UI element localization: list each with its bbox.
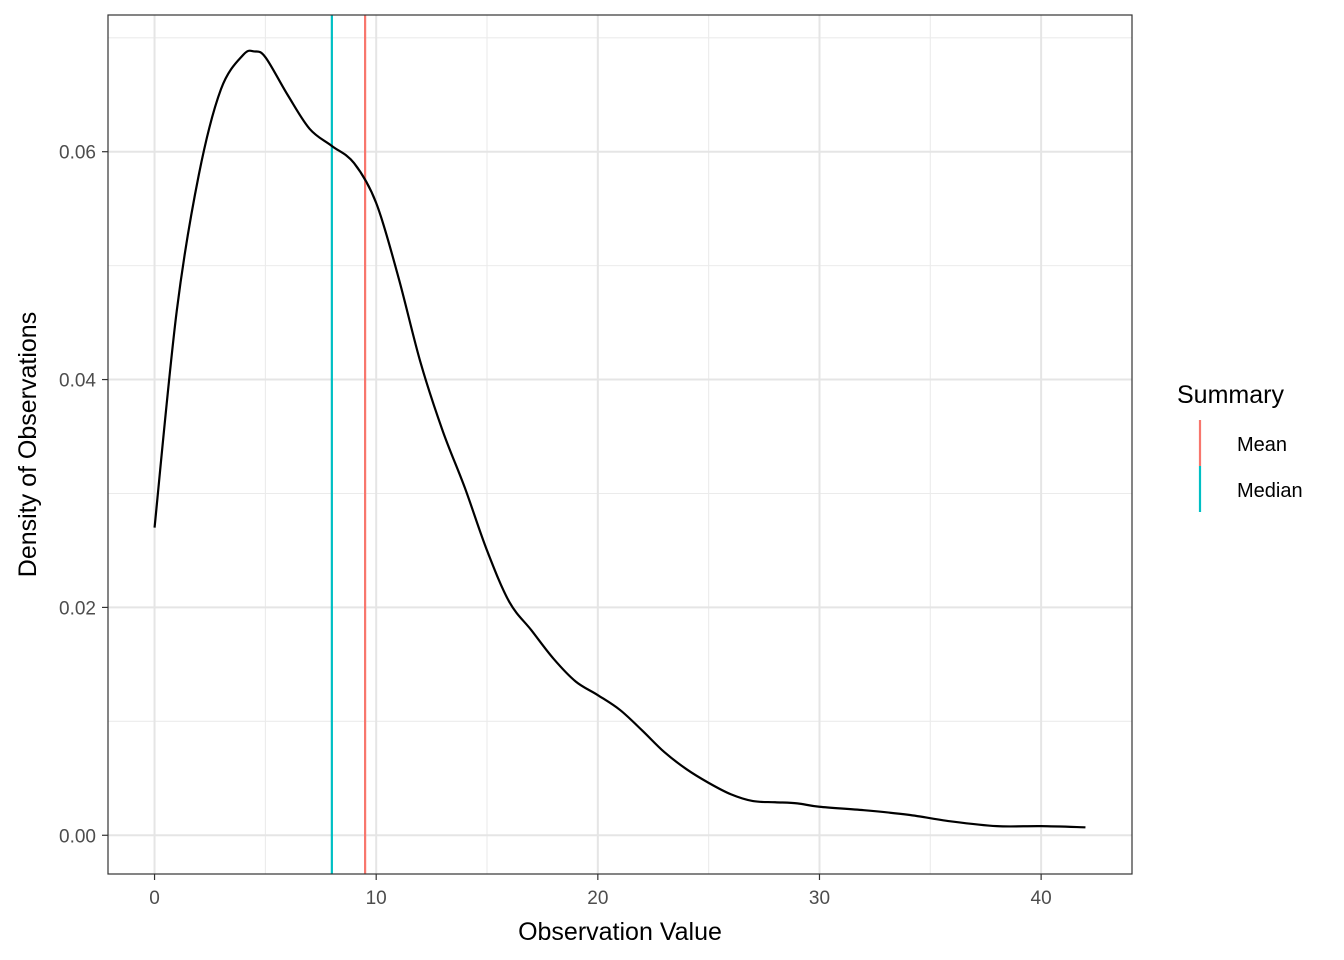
x-tick-label: 10 — [366, 888, 387, 909]
legend: Summary Mean Median — [1177, 381, 1303, 512]
major-gridlines — [108, 15, 1132, 874]
x-axis: 0 10 20 30 40 — [149, 874, 1052, 909]
density-curve — [153, 49, 1086, 829]
legend-entries: Mean Median — [1198, 420, 1303, 512]
x-tick-label: 20 — [587, 888, 608, 909]
y-tick-label: 0.02 — [59, 598, 96, 619]
reference-lines — [330, 15, 367, 874]
minor-gridlines — [108, 15, 1132, 874]
x-tick-label: 30 — [809, 888, 830, 909]
x-tick-label: 0 — [149, 888, 160, 909]
x-axis-title: Observation Value — [518, 918, 722, 946]
y-tick-label: 0.06 — [59, 143, 96, 164]
mean-legend-label: Mean — [1237, 434, 1287, 456]
plot-panel — [107, 14, 1133, 875]
median-legend-label: Median — [1237, 480, 1303, 502]
y-tick-label: 0.00 — [59, 826, 96, 847]
x-tick-label: 40 — [1031, 888, 1052, 909]
y-axis: 0.00 0.02 0.04 0.06 — [59, 143, 108, 847]
y-tick-label: 0.04 — [59, 371, 96, 392]
legend-title: Summary — [1177, 381, 1284, 409]
y-axis-title: Density of Observations — [14, 312, 42, 577]
panel-border — [107, 14, 1133, 875]
